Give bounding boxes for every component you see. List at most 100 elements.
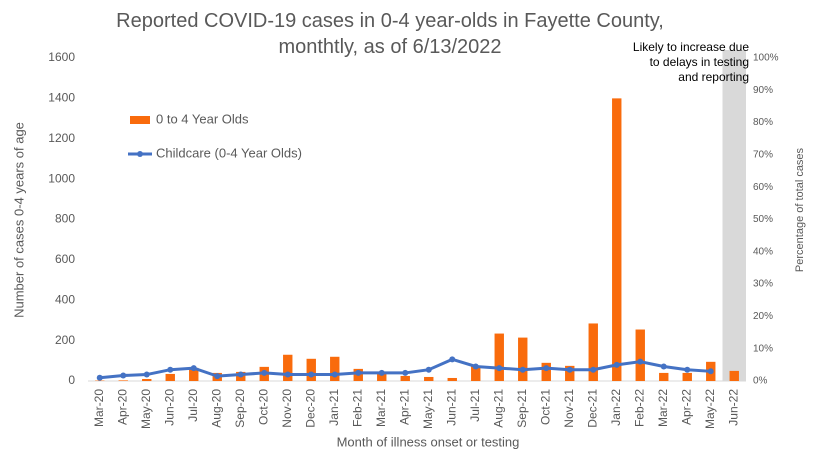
bar	[306, 358, 316, 381]
line-marker	[660, 363, 667, 370]
x-tick-label: Sep-21	[515, 389, 529, 428]
bar	[588, 323, 598, 381]
line-marker	[566, 366, 573, 373]
bar	[377, 371, 387, 381]
x-axis-title: Month of illness onset or testing	[337, 434, 520, 449]
x-tick-label: Dec-21	[585, 389, 599, 428]
y2-tick-label: 0%	[753, 376, 768, 387]
y-tick-label: 1200	[48, 131, 75, 145]
y2-tick-label: 60%	[753, 182, 773, 193]
y2-tick-label: 30%	[753, 279, 773, 290]
y2-tick-label: 70%	[753, 150, 773, 161]
y2-tick-label: 90%	[753, 85, 773, 96]
x-tick-label: Mar-22	[656, 389, 670, 427]
x-tick-label: May-20	[139, 389, 153, 429]
line-marker	[637, 358, 644, 365]
y-tick-label: 1400	[48, 91, 75, 105]
bar	[447, 377, 457, 381]
y-tick-label: 600	[55, 252, 75, 266]
y-tick-label: 800	[55, 212, 75, 226]
bar	[118, 380, 128, 381]
y2-tick-label: 50%	[753, 214, 773, 225]
y2-tick-label: 20%	[753, 311, 773, 322]
y2-tick-label: 40%	[753, 246, 773, 257]
bar	[283, 354, 293, 381]
line-marker	[331, 371, 338, 378]
annotation-band	[722, 50, 746, 381]
x-tick-label: Oct-20	[256, 389, 270, 425]
y-tick-label: 0	[68, 373, 75, 387]
line-marker	[684, 366, 691, 373]
x-tick-label: Jun-21	[444, 389, 458, 426]
x-tick-label: Jan-21	[327, 389, 341, 426]
x-tick-label: May-21	[421, 389, 435, 429]
bar	[189, 367, 199, 381]
bar	[165, 373, 175, 381]
x-tick-label: Jun-20	[162, 389, 176, 426]
line-marker	[143, 371, 150, 378]
bar	[142, 378, 152, 381]
line-marker	[261, 369, 268, 376]
line-marker	[190, 365, 197, 372]
bar	[659, 372, 669, 381]
x-tick-label: Mar-20	[92, 389, 106, 427]
chart-title: Reported COVID-19 cases in 0-4 year-olds…	[116, 10, 664, 58]
y2-tick-label: 10%	[753, 343, 773, 354]
line-marker	[519, 366, 526, 373]
bar	[400, 375, 410, 381]
legend-swatch	[130, 116, 150, 124]
y-tick-label: 1600	[48, 50, 75, 64]
line-marker	[167, 366, 174, 373]
line-marker	[449, 356, 456, 363]
line-marker	[96, 374, 103, 381]
line-marker	[120, 372, 127, 379]
x-tick-label: Aug-20	[209, 389, 223, 428]
x-tick-label: Jul-21	[468, 389, 482, 422]
line-marker	[214, 373, 221, 380]
annotation: and reporting	[678, 70, 749, 84]
line-marker	[308, 371, 315, 378]
line-marker	[590, 366, 597, 373]
x-tick-label: Oct-21	[538, 389, 552, 425]
line-marker	[425, 366, 432, 373]
line-marker	[496, 365, 503, 372]
x-tick-label: Feb-21	[350, 389, 364, 427]
line-marker	[284, 371, 291, 378]
bar	[682, 372, 692, 381]
bar	[541, 362, 551, 381]
bar	[471, 365, 481, 381]
line-marker	[402, 369, 409, 376]
bar	[635, 329, 645, 381]
line-marker	[613, 361, 620, 368]
x-tick-label: Aug-21	[491, 389, 505, 428]
x-tick-label: Apr-22	[679, 389, 693, 425]
x-tick-label: Nov-20	[280, 389, 294, 428]
y-tick-label: 400	[55, 292, 75, 306]
x-tick-label: Sep-20	[233, 389, 247, 428]
line-marker	[355, 369, 362, 376]
y2-tick-label: 100%	[753, 53, 779, 64]
line-marker	[378, 369, 385, 376]
x-tick-label: Jul-20	[186, 389, 200, 422]
bar	[424, 376, 434, 381]
x-tick-label: Nov-21	[562, 389, 576, 428]
legend-label: Childcare (0-4 Year Olds)	[156, 145, 302, 160]
x-tick-label: Jun-22	[726, 389, 740, 426]
legend-label: 0 to 4 Year Olds	[156, 111, 249, 126]
y-tick-label: 1000	[48, 171, 75, 185]
bar	[518, 337, 528, 381]
x-tick-label: Apr-20	[115, 389, 129, 425]
x-tick-label: May-22	[703, 389, 717, 429]
y2-tick-label: 80%	[753, 117, 773, 128]
line-marker	[543, 365, 550, 372]
line-marker	[707, 368, 714, 375]
bar	[612, 98, 622, 381]
y-axis-title: Number of cases 0-4 years of age	[11, 122, 26, 318]
x-tick-label: Jan-22	[609, 389, 623, 426]
annotation: Likely to increase due	[633, 40, 749, 54]
x-tick-label: Feb-22	[632, 389, 646, 427]
annotation: to delays in testing	[650, 55, 749, 69]
y-tick-label: 200	[55, 333, 75, 347]
